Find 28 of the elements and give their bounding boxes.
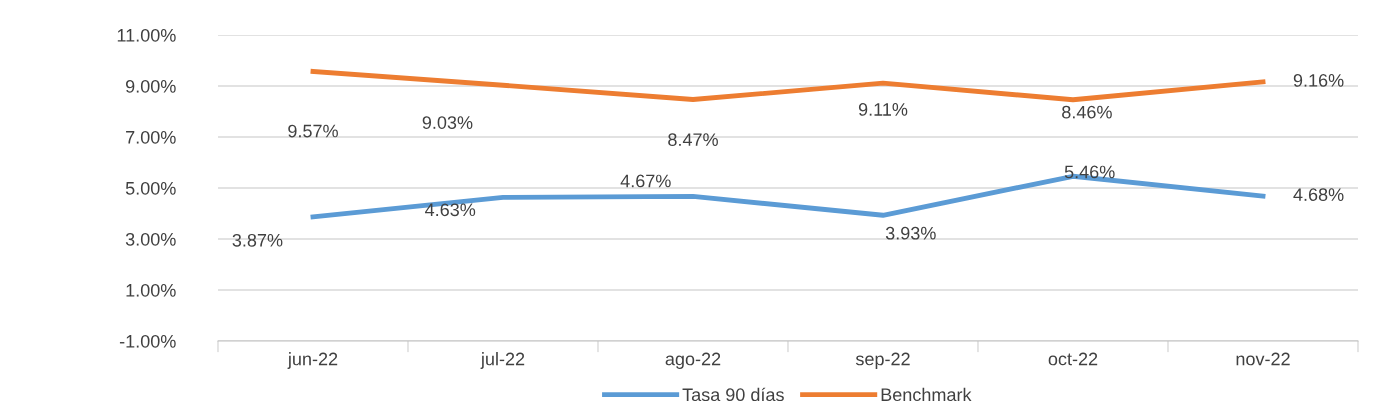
y-tick-label: -1.00% — [119, 334, 176, 348]
legend-label: Tasa 90 días — [682, 387, 784, 402]
y-tick-label: 9.00% — [125, 79, 176, 93]
data-label: 4.68% — [1293, 188, 1344, 202]
data-label: 4.63% — [425, 203, 476, 217]
x-tick-label: jun-22 — [287, 352, 338, 369]
y-tick-label: 11.00% — [117, 28, 176, 42]
data-label: 9.03% — [422, 116, 473, 129]
x-tick-label: jul-22 — [480, 352, 525, 369]
x-tick-label: nov-22 — [1236, 352, 1290, 366]
x-tick-label: ago-22 — [665, 352, 721, 369]
data-label: 9.11% — [858, 103, 908, 116]
line-series — [310, 69, 1266, 103]
data-label: 3.93% — [885, 226, 936, 240]
data-label: 4.67% — [620, 174, 671, 188]
data-label: 9.57% — [288, 124, 338, 138]
data-label: 8.47% — [668, 133, 718, 147]
y-tick-label: 7.00% — [126, 130, 176, 144]
data-label: 9.16% — [1293, 73, 1344, 87]
x-tick-label: oct-22 — [1048, 352, 1098, 366]
legend-label: Benchmark — [881, 387, 972, 402]
y-tick-label: 1.00% — [126, 283, 176, 297]
data-label: 3.87% — [232, 233, 283, 247]
data-label: 8.46% — [1062, 105, 1112, 119]
y-tick-label: 3.00% — [125, 232, 176, 246]
x-tick-label: sep-22 — [855, 352, 910, 369]
data-label: 5.46% — [1064, 165, 1115, 179]
y-tick-label: 5.00% — [125, 181, 176, 195]
